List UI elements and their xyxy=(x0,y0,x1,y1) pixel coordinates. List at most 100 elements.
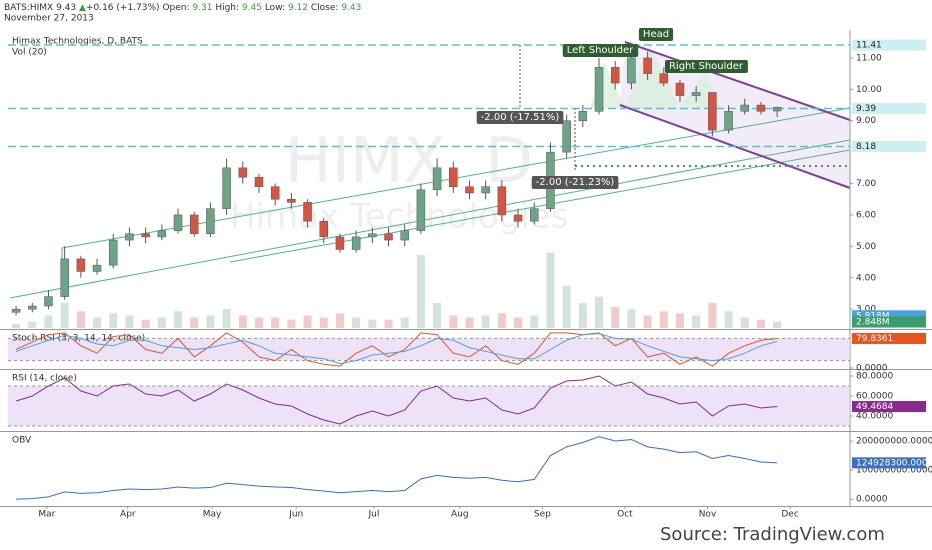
date: November 27, 2013 xyxy=(4,14,94,24)
candle-body xyxy=(11,308,21,313)
volume-bar xyxy=(76,311,85,328)
volume-bar xyxy=(611,307,620,328)
band xyxy=(8,386,850,426)
volume-bar xyxy=(740,317,749,328)
candle-body xyxy=(76,258,86,272)
volume-label-box xyxy=(852,310,926,322)
volume-bar xyxy=(254,317,263,328)
pane-title: OBV xyxy=(12,436,32,446)
series-line xyxy=(15,332,778,367)
volume-bar xyxy=(319,317,328,328)
candle-body xyxy=(449,167,458,187)
level-label-box xyxy=(852,39,926,51)
level-label: 8.18 xyxy=(856,142,876,152)
volume-bar xyxy=(708,302,717,328)
candle-body xyxy=(189,214,199,235)
volume-bar xyxy=(60,302,69,328)
y-tick-label: 3.00 xyxy=(856,305,876,315)
candle-body xyxy=(44,296,53,307)
candle-body xyxy=(60,258,69,297)
x-tick-label: Mar xyxy=(38,510,55,520)
candle-body xyxy=(141,233,150,238)
level-label-box xyxy=(852,102,926,114)
channel-fill xyxy=(620,42,850,188)
y-tick-label: 100000000.0000 xyxy=(856,466,932,476)
level-label-box xyxy=(852,140,926,152)
band xyxy=(8,338,850,361)
x-tick-label: Sep xyxy=(534,510,551,520)
y-tick-label: 0.0000 xyxy=(856,495,888,505)
candle-body xyxy=(562,120,571,153)
annotation: -2.00 (-21.23%) xyxy=(536,177,615,188)
candle-body xyxy=(513,214,523,222)
trend-line xyxy=(9,139,851,299)
current-value: 49.4684 xyxy=(856,402,893,412)
x-tick-label: Jun xyxy=(288,510,303,520)
volume-bar xyxy=(497,313,506,328)
series-line xyxy=(15,375,778,425)
candle-body xyxy=(594,67,604,112)
volume-bar xyxy=(352,317,361,328)
series-line xyxy=(16,436,778,500)
volume-bar xyxy=(481,315,490,328)
pattern-fill xyxy=(590,45,722,108)
volume-label: 5.818M xyxy=(856,311,890,321)
volume-bar xyxy=(384,319,393,328)
chart-title: Himax Technologies, D, BATS xyxy=(12,37,143,47)
level-label: 9.39 xyxy=(856,104,876,114)
candle-body xyxy=(109,239,118,266)
y-tick-label: 6.00 xyxy=(856,210,876,220)
pane-title: Stoch RSI (3, 3, 14, 14, close) xyxy=(12,334,145,344)
volume-bar xyxy=(400,317,409,328)
volume-bar xyxy=(12,323,21,328)
volume-bar xyxy=(174,311,183,328)
candle-body xyxy=(578,111,588,121)
current-value-box xyxy=(852,457,926,469)
y-tick-label: 60.0000 xyxy=(856,392,893,402)
annotation-box xyxy=(664,60,748,73)
channel-line xyxy=(624,41,851,121)
volume-bar xyxy=(238,315,247,328)
candle-body xyxy=(643,57,652,74)
volume-bar xyxy=(222,309,231,328)
volume-bar xyxy=(157,317,166,328)
y-tick-label: 5.00 xyxy=(856,242,876,252)
volume-bar xyxy=(595,296,604,328)
volume-bar xyxy=(416,254,425,328)
volume-bar xyxy=(578,302,587,328)
pane-title: RSI (14, close) xyxy=(12,374,77,384)
y-tick-label: 11.00 xyxy=(856,53,882,63)
candle-body xyxy=(708,92,717,131)
x-tick-label: Apr xyxy=(120,510,136,520)
y-tick-label: 9.00 xyxy=(856,116,876,126)
volume-bar xyxy=(465,317,474,328)
current-value: 79.8361 xyxy=(856,334,893,344)
volume-label-box xyxy=(852,316,926,328)
candle-body xyxy=(222,167,231,209)
volume-bar xyxy=(287,319,296,328)
candle-body xyxy=(465,186,474,194)
candle-body xyxy=(303,202,312,222)
volume-bar xyxy=(93,317,102,328)
volume-bar xyxy=(675,313,684,328)
volume-bar xyxy=(562,286,571,328)
annotation-box xyxy=(531,176,619,189)
candle-body xyxy=(497,186,507,216)
candle-body xyxy=(432,167,442,191)
volume-bar xyxy=(514,317,523,328)
current-value-box xyxy=(852,401,926,413)
x-tick-label: Aug xyxy=(451,510,469,520)
candle-body xyxy=(125,233,134,241)
volume-bar xyxy=(28,321,37,328)
annotation-box xyxy=(638,28,674,41)
volume-bar xyxy=(546,252,555,328)
candle-body xyxy=(335,236,345,250)
volume-bar xyxy=(643,315,652,328)
watermark: HIMX, D xyxy=(285,124,533,197)
candle-body xyxy=(691,92,701,96)
x-tick-label: Dec xyxy=(781,510,798,520)
volume-bar xyxy=(125,315,134,328)
volume-title: Vol (20) xyxy=(12,48,47,58)
